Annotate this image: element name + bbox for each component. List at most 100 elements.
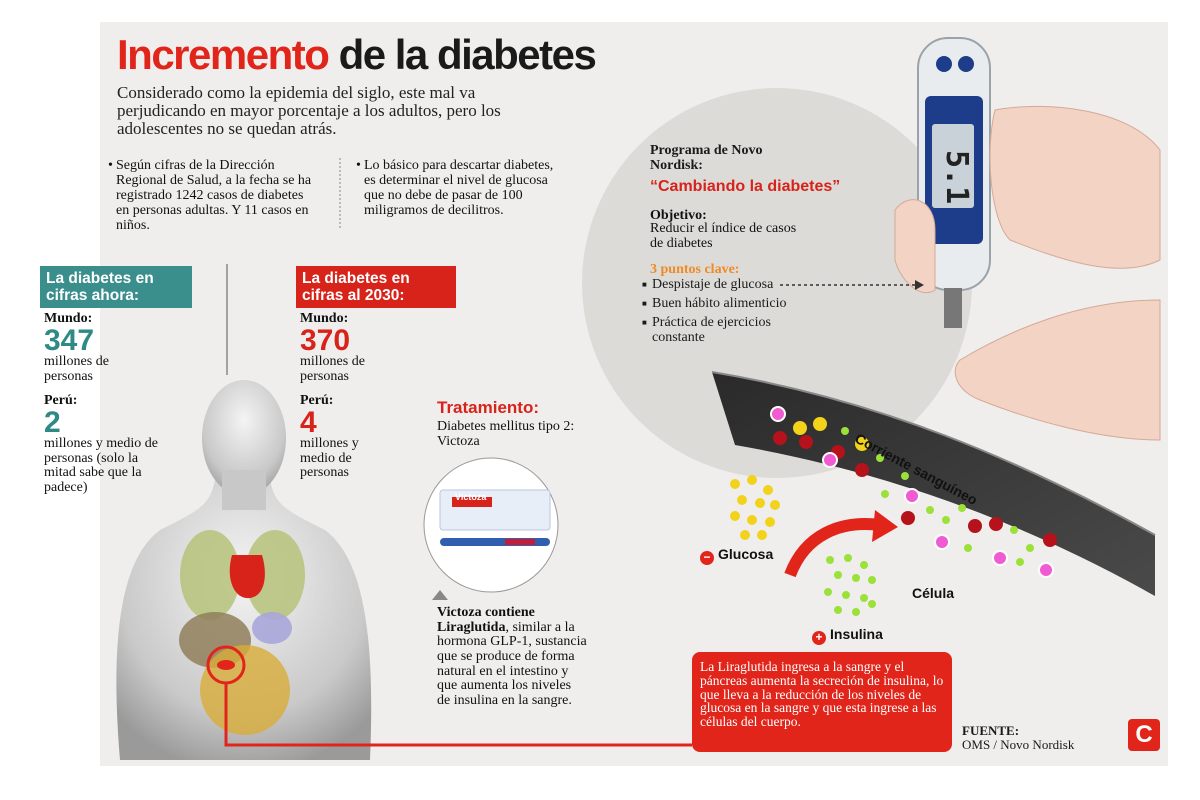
treatment-desc-rest: , similar a la hormona GLP-1, sustancia … [437, 619, 587, 709]
glucose-particle [740, 530, 750, 540]
red-arrow-head [872, 510, 898, 542]
future-world-value: 370 [300, 324, 351, 357]
blood-particle [901, 511, 915, 525]
insulin-particle [868, 576, 876, 584]
glucose-particle [730, 511, 740, 521]
future-peru-value: 4 [300, 406, 317, 439]
particles-layer [730, 406, 1057, 616]
lung-right [245, 530, 305, 620]
objective-label: Objetivo: [650, 208, 707, 223]
source-note: FUENTE: OMS / Novo Nordisk [962, 723, 1075, 753]
glucose-particle [763, 485, 773, 495]
glucose-particle [770, 500, 780, 510]
insulin-particle [824, 588, 832, 596]
blood-particle [855, 437, 869, 451]
glucose-particle [765, 517, 775, 527]
program-name: “Cambiando la diabetes” [650, 178, 841, 195]
blood-particle [958, 504, 966, 512]
meter-reading: 5.1 [939, 150, 974, 205]
treatment-title: Tratamiento: [437, 398, 540, 417]
now-peru-value: 2 [44, 406, 61, 439]
title-highlight: Incremento [117, 31, 330, 78]
keypoint-3: Práctica de ejercicios constante [642, 315, 802, 345]
blood-particle [942, 516, 950, 524]
insulin-particle [852, 574, 860, 582]
blood-particle [1038, 562, 1054, 578]
minus-icon: − [700, 551, 714, 565]
glucose-particle [737, 495, 747, 505]
insulin-particle [868, 600, 876, 608]
program-title: Programa de Novo Nordisk: [650, 143, 763, 173]
blood-particle [841, 427, 849, 435]
treatment-description: Victoza contiene Liraglutida, similar a … [437, 605, 587, 709]
glucose-meter [917, 37, 991, 328]
source-text: OMS / Novo Nordisk [962, 737, 1075, 753]
human-body-figure [116, 380, 372, 760]
now-world-label: Mundo: [44, 311, 93, 326]
blood-particle [964, 544, 972, 552]
blood-particle [881, 490, 889, 498]
subtitle: Considerado como la epidemia del siglo, … [117, 83, 501, 138]
now-world-unit: millones de personas [44, 354, 109, 384]
glucose-particle [747, 515, 757, 525]
insulin-particle [834, 571, 842, 579]
future-peru-label: Perú: [300, 393, 334, 408]
lung-left [180, 530, 240, 620]
victoza-pen-box [423, 457, 559, 600]
blood-particle [876, 454, 884, 462]
insulin-particle [842, 591, 850, 599]
keypoint-1: Despistaje de glucosa [642, 277, 773, 293]
insulin-particle [860, 594, 868, 602]
future-world-unit: millones de personas [300, 354, 365, 384]
page-title: Incremento de la diabetes [117, 31, 597, 78]
plus-icon: + [812, 631, 826, 645]
blood-particle [855, 463, 869, 477]
publisher-logo: C [1128, 719, 1160, 751]
glucose-particle [747, 475, 757, 485]
red-arrow [784, 518, 881, 578]
blood-particle [793, 421, 807, 435]
now-world-value: 347 [44, 324, 95, 357]
insulin-particle [844, 554, 852, 562]
future-peru-unit: millones y medio de personas [300, 436, 359, 481]
insulin-label-wrap: + Insulina [812, 626, 883, 645]
glucose-particle [757, 530, 767, 540]
cell-label: Célula [912, 585, 955, 601]
blood-particle [1043, 533, 1057, 547]
blood-particle [773, 431, 787, 445]
pen-box-label: Victoza [455, 492, 487, 502]
blood-particle [992, 550, 1008, 566]
blood-particle [926, 506, 934, 514]
explanation-box: La Liraglutida ingresa a la sangre y el … [692, 652, 952, 752]
insulin-label: Insulina [830, 626, 883, 642]
blood-particle [904, 488, 920, 504]
glucose-label-wrap: − Glucosa [700, 546, 773, 565]
blood-particle [1026, 544, 1034, 552]
insulin-particle [852, 608, 860, 616]
source-label: FUENTE: [962, 723, 1020, 738]
blood-particle [901, 472, 909, 480]
insulin-particle [860, 561, 868, 569]
insulin-particle [826, 556, 834, 564]
treatment-text: Diabetes mellitus tipo 2: Victoza [437, 419, 575, 449]
glucose-label: Glucosa [718, 546, 774, 562]
header-now: La diabetes en cifras ahora: [40, 266, 192, 309]
blood-particle [813, 417, 827, 431]
blood-particle [1016, 558, 1024, 566]
blood-particle [770, 406, 786, 422]
insulin-particle [834, 606, 842, 614]
treatment-desc-bold: Victoza contiene Liraglutida [437, 605, 535, 635]
connector-line [224, 683, 692, 747]
objective-text: Reducir el índice de casos de diabetes [650, 221, 797, 251]
future-world-label: Mundo: [300, 311, 349, 326]
keypoints-label: 3 puntos clave: [650, 262, 740, 277]
glucose-particle [755, 498, 765, 508]
stomach-organ [252, 612, 292, 644]
bullet-stats: Según cifras de la Dirección Regional de… [108, 158, 316, 234]
keypoint-2: Buen hábito alimenticio [642, 296, 786, 312]
glucose-particle [730, 479, 740, 489]
blood-particle [989, 517, 1003, 531]
header-2030: La diabetes en cifras al 2030: [296, 266, 456, 309]
